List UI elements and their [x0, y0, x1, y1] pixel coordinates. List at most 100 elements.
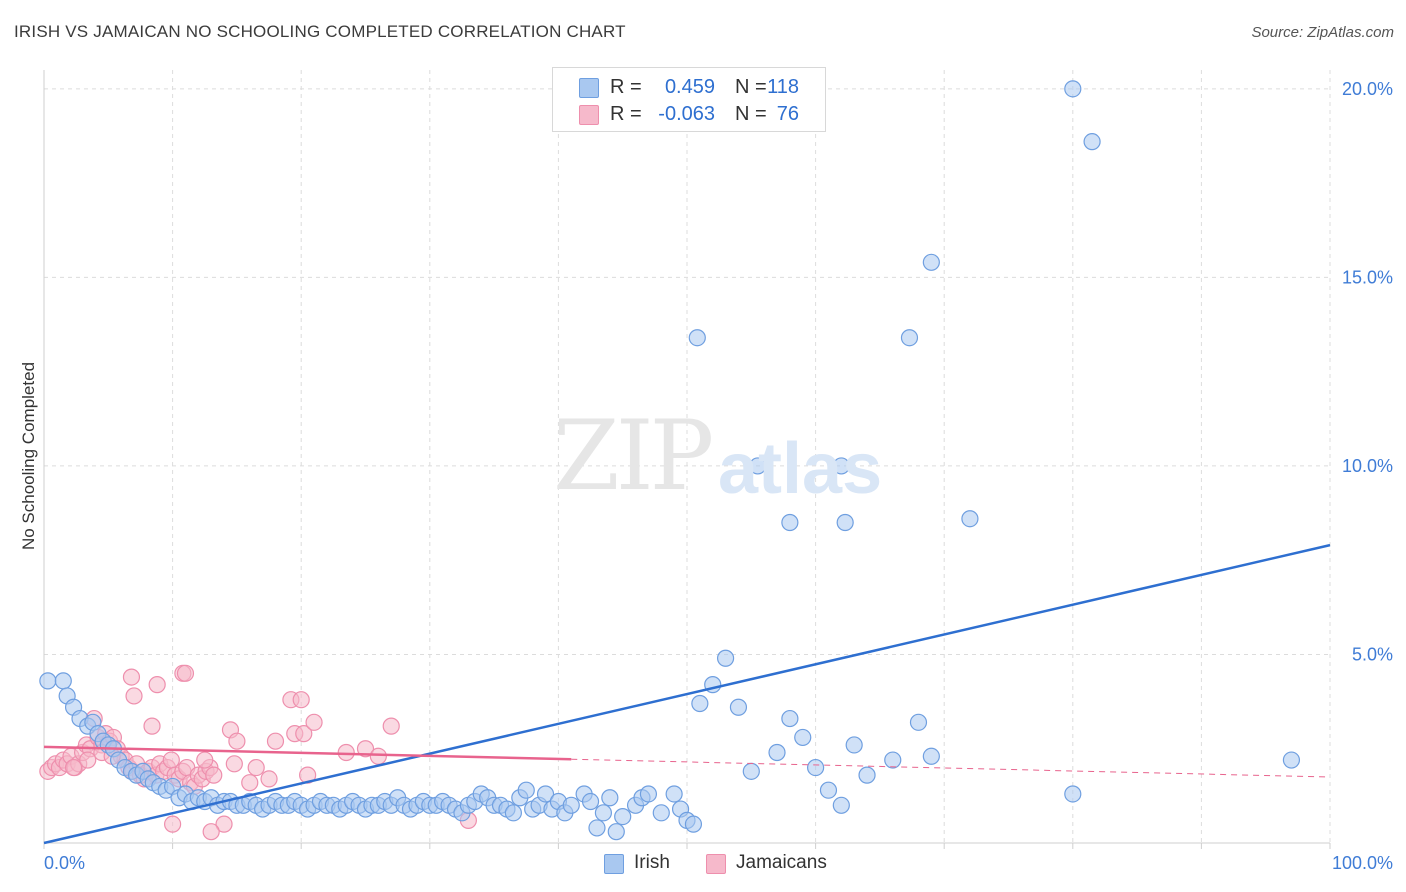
trend-lines [43, 543, 1331, 845]
jamaicans-legend-swatch [706, 854, 726, 874]
jamaicans-point [260, 770, 278, 788]
irish-point [900, 329, 919, 347]
irish-point [665, 785, 683, 803]
jamaicans-point [295, 725, 313, 743]
jamaicans-point [356, 740, 375, 758]
jamaicans-point [202, 823, 220, 841]
irish-series [39, 80, 1301, 841]
irish-point [684, 815, 703, 833]
jamaicans-point [196, 751, 214, 769]
irish-point [652, 804, 670, 822]
irish-n-value: 118 [767, 76, 799, 98]
irish-point [742, 762, 760, 780]
n-label: N = [735, 103, 767, 125]
jamaicans-point [228, 732, 246, 750]
stats-legend: R = 0.459 N = 118 R = -0.063 N = 76 [552, 67, 826, 132]
irish-point [781, 513, 799, 532]
irish-point [1064, 785, 1082, 803]
jamaicans-point [369, 747, 387, 765]
jamaicans-point [247, 758, 265, 777]
axes [43, 70, 1331, 849]
jamaicans-legend-label: Jamaicans [736, 852, 827, 873]
irish-point [517, 781, 535, 799]
irish-point [858, 766, 876, 784]
jamaicans-point [148, 676, 166, 694]
watermark-atlas: atlas [718, 429, 883, 509]
jamaicans-point [176, 664, 195, 682]
irish-swatch [579, 78, 599, 98]
r-label: R = [610, 76, 642, 98]
irish-point [581, 792, 600, 811]
irish-point [39, 672, 57, 690]
jamaicans-swatch [579, 105, 599, 125]
irish-point [594, 804, 613, 822]
jamaicans-n-value: 76 [776, 103, 799, 125]
irish-point [688, 329, 706, 347]
irish-point [601, 789, 619, 807]
x-tick-label-max: 100.0% [1332, 853, 1393, 873]
source-label: Source: ZipAtlas.com [1251, 24, 1394, 41]
irish-point [729, 698, 748, 716]
irish-point [1064, 80, 1082, 98]
irish-point [836, 513, 854, 532]
tick-labels: 5.0% 10.0% 15.0% 20.0% 0.0% 100.0% No Schoolin… [19, 79, 1393, 873]
irish-point [639, 785, 658, 803]
chart-title: IRISH VS JAMAICAN NO SCHOOLING COMPLETED… [14, 22, 626, 41]
y-tick-label: 20.0% [1342, 79, 1393, 99]
jamaicans-point [125, 687, 143, 705]
irish-point [845, 736, 863, 754]
irish-point [922, 253, 940, 271]
irish-point [614, 808, 632, 826]
irish-legend-swatch [604, 854, 624, 874]
y-axis-label: No Schooling Completed [19, 362, 38, 550]
legend-row-jamaicans: R = -0.063 N = 76 [553, 101, 825, 129]
r-label: R = [610, 103, 642, 125]
jamaicans-point [79, 751, 97, 769]
irish-point [806, 758, 825, 777]
jamaicans-point [164, 815, 182, 833]
jamaicans-point [292, 691, 310, 709]
irish-point [794, 728, 812, 747]
jamaicans-point [143, 717, 161, 735]
irish-point [768, 743, 786, 762]
y-tick-label: 10.0% [1342, 456, 1393, 476]
jamaicans-point [205, 766, 223, 784]
irish-point [961, 510, 979, 528]
irish-point [536, 785, 555, 803]
irish-point [716, 649, 735, 667]
irish-point [832, 457, 850, 475]
irish-point [588, 819, 606, 837]
irish-point [54, 672, 72, 690]
y-tick-label: 5.0% [1352, 644, 1393, 664]
y-tick-label: 15.0% [1342, 267, 1393, 287]
jamaicans-point [305, 713, 323, 731]
jamaicans-trend-extension [571, 758, 1331, 778]
jamaicans-point [382, 717, 400, 735]
n-label: N = [735, 76, 767, 98]
jamaicans-point [337, 743, 355, 762]
irish-point [832, 796, 850, 814]
jamaicans-point [122, 668, 141, 686]
irish-point [1282, 751, 1301, 769]
irish-point [607, 823, 625, 841]
jamaicans-r-value: -0.063 [658, 103, 715, 125]
irish-point [504, 804, 522, 822]
jamaicans-trend-line [43, 745, 572, 761]
jamaicans-point [266, 732, 285, 750]
irish-trend-line [43, 543, 1331, 845]
watermark-zip: ZIP [553, 400, 714, 512]
jamaicans-point [241, 774, 259, 792]
irish-point [1083, 133, 1101, 151]
irish-point [819, 781, 838, 799]
irish-r-value: 0.459 [664, 76, 715, 98]
irish-point [884, 751, 902, 769]
irish-point [909, 713, 928, 731]
irish-point [922, 747, 940, 765]
irish-point [749, 457, 767, 475]
irish-legend-label: Irish [634, 852, 670, 873]
irish-point [781, 709, 799, 728]
irish-point [562, 796, 580, 814]
jamaicans-point [215, 815, 233, 833]
jamaicans-point [225, 755, 243, 773]
